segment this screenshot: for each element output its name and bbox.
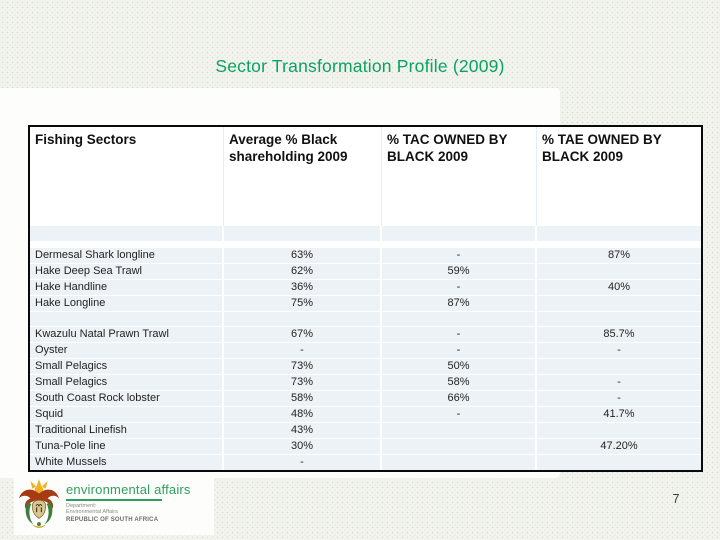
cell-tac bbox=[382, 423, 537, 438]
cell-sector: Hake Deep Sea Trawl bbox=[30, 264, 224, 279]
cell-sector: Squid bbox=[30, 407, 224, 422]
cell-tac: - bbox=[382, 248, 537, 263]
cell-shareholding: 48% bbox=[224, 407, 382, 422]
cell-tae: - bbox=[537, 375, 701, 390]
cell-tae bbox=[537, 455, 701, 470]
column-header-avg-black-shareholding: Average % Black shareholding 2009 bbox=[224, 127, 382, 226]
table-row: Hake Deep Sea Trawl 62% 59% bbox=[30, 264, 701, 280]
cell-sector: Kwazulu Natal Prawn Trawl bbox=[30, 327, 224, 342]
page-number: 7 bbox=[672, 492, 680, 506]
cell-tae bbox=[537, 312, 701, 326]
cell-tae: - bbox=[537, 343, 701, 358]
cell-tac: - bbox=[382, 407, 537, 422]
cell-sector: Small Pelagics bbox=[30, 359, 224, 374]
logo-text-block: environmental affairs Department: Enviro… bbox=[66, 483, 191, 524]
cell-shareholding: 73% bbox=[224, 359, 382, 374]
cell-tac: 87% bbox=[382, 296, 537, 311]
column-header-tac-owned: % TAC OWNED BY BLACK 2009 bbox=[382, 127, 537, 226]
cell-tae bbox=[537, 226, 701, 241]
table-body: Dermesal Shark longline 63% -87% Hake Deep … bbox=[30, 226, 701, 470]
cell-tae bbox=[537, 359, 701, 374]
cell-sector: Dermesal Shark longline bbox=[30, 248, 224, 263]
cell-shareholding: 73% bbox=[224, 375, 382, 390]
table-row: Squid 48% -41.7% bbox=[30, 407, 701, 423]
south-africa-coat-of-arms-icon bbox=[18, 479, 60, 528]
cell-shareholding: 62% bbox=[224, 264, 382, 279]
cell-shareholding: 43% bbox=[224, 423, 382, 438]
table-row: White Mussels - bbox=[30, 455, 701, 470]
table-row: Traditional Linefish 43% bbox=[30, 423, 701, 439]
table-header-row: Fishing Sectors Average % Black sharehol… bbox=[30, 127, 701, 226]
cell-tac: - bbox=[382, 280, 537, 295]
table-row-blank bbox=[30, 312, 701, 327]
cell-tac: 58% bbox=[382, 375, 537, 390]
table-row: Kwazulu Natal Prawn Trawl 67% -85.7% bbox=[30, 327, 701, 343]
cell-tae: 47.20% bbox=[537, 439, 701, 454]
cell-tae bbox=[537, 296, 701, 311]
table-row: Dermesal Shark longline 63% -87% bbox=[30, 248, 701, 264]
cell-tac: 50% bbox=[382, 359, 537, 374]
cell-shareholding: 67% bbox=[224, 327, 382, 342]
cell-tac bbox=[382, 455, 537, 470]
fishing-sectors-table: Fishing Sectors Average % Black sharehol… bbox=[28, 125, 703, 472]
table-row: Small Pelagics 73% 50% bbox=[30, 359, 701, 375]
table-row: Small Pelagics 73% 58% - bbox=[30, 375, 701, 391]
cell-shareholding: - bbox=[224, 343, 382, 358]
cell-tac: 66% bbox=[382, 391, 537, 406]
logo-country: REPUBLIC OF SOUTH AFRICA bbox=[66, 516, 159, 523]
cell-sector bbox=[30, 312, 224, 326]
table-row: South Coast Rock lobster 58% 66% - bbox=[30, 391, 701, 407]
cell-shareholding: - bbox=[224, 455, 382, 470]
cell-shareholding: 63% bbox=[224, 248, 382, 263]
logo-divider bbox=[66, 499, 162, 501]
cell-sector: Tuna-Pole line bbox=[30, 439, 224, 454]
cell-tac bbox=[382, 226, 537, 241]
cell-tae bbox=[537, 264, 701, 279]
cell-sector: Oyster bbox=[30, 343, 224, 358]
cell-shareholding: 30% bbox=[224, 439, 382, 454]
table-row: Hake Handline 36% -40% bbox=[30, 280, 701, 296]
cell-tae bbox=[537, 423, 701, 438]
cell-tae: 85.7% bbox=[537, 327, 701, 342]
cell-sector: White Mussels bbox=[30, 455, 224, 470]
column-header-fishing-sectors: Fishing Sectors bbox=[30, 127, 224, 226]
column-header-tae-owned: % TAE OWNED BY BLACK 2009 bbox=[542, 132, 662, 164]
department-logo: environmental affairs Department: Enviro… bbox=[14, 477, 214, 535]
cell-tae: 41.7% bbox=[537, 407, 701, 422]
cell-tac: - bbox=[382, 343, 537, 358]
cell-tae: 87% bbox=[537, 248, 701, 263]
cell-sector bbox=[30, 226, 224, 241]
cell-tac bbox=[382, 439, 537, 454]
logo-org-name: environmental affairs bbox=[66, 482, 191, 497]
cell-tac: - bbox=[382, 327, 537, 342]
cell-sector: Hake Handline bbox=[30, 280, 224, 295]
table-row-blank bbox=[30, 226, 701, 242]
cell-shareholding bbox=[224, 312, 382, 326]
cell-sector: Traditional Linefish bbox=[30, 423, 224, 438]
cell-tae: - bbox=[537, 391, 701, 406]
cell-shareholding: 75% bbox=[224, 296, 382, 311]
cell-sector: Hake Longline bbox=[30, 296, 224, 311]
logo-dept-name: Environmental Affairs bbox=[66, 509, 118, 515]
cell-tac bbox=[382, 312, 537, 326]
cell-sector: South Coast Rock lobster bbox=[30, 391, 224, 406]
slide-title: Sector Transformation Profile (2009) bbox=[215, 56, 505, 76]
table-row: Hake Longline 75% 87% bbox=[30, 296, 701, 312]
table-row: Tuna-Pole line 30% 47.20% bbox=[30, 439, 701, 455]
cell-tae: 40% bbox=[537, 280, 701, 295]
cell-sector: Small Pelagics bbox=[30, 375, 224, 390]
logo-dept-label: Department: bbox=[66, 502, 97, 509]
cell-shareholding bbox=[224, 226, 382, 241]
cell-tac: 59% bbox=[382, 264, 537, 279]
table-row: Oyster - - - bbox=[30, 343, 701, 359]
cell-shareholding: 36% bbox=[224, 280, 382, 295]
cell-shareholding: 58% bbox=[224, 391, 382, 406]
